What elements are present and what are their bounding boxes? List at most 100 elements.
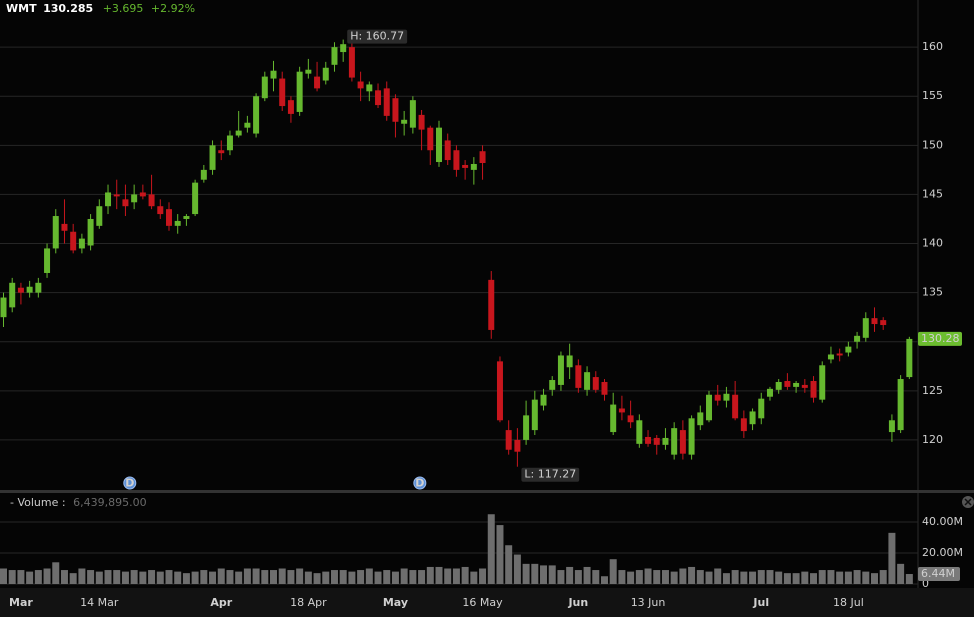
candle-body: [827, 354, 834, 360]
volume-bar: [513, 554, 521, 584]
volume-bar: [661, 570, 669, 584]
candle-body: [479, 151, 486, 164]
candle-body: [383, 88, 390, 116]
volume-bar: [740, 571, 748, 584]
volume-bar: [252, 568, 260, 584]
x-tick-label: 13 Jun: [631, 596, 666, 609]
y-tick-label: 120: [922, 433, 943, 446]
volume-bar: [0, 568, 7, 584]
volume-bar: [391, 571, 399, 584]
volume-bar: [243, 568, 251, 584]
volume-bar: [635, 570, 643, 584]
candle-body: [671, 428, 678, 455]
volume-bar: [121, 571, 129, 584]
candle-body: [775, 381, 782, 390]
dividend-marker: [413, 476, 427, 490]
candle-body: [427, 127, 434, 151]
candle-body: [453, 150, 460, 170]
volume-bar: [879, 570, 887, 584]
volume-bar: [17, 570, 25, 584]
volume-bar: [766, 570, 774, 584]
candle-body: [9, 282, 16, 308]
candle-body: [26, 286, 33, 293]
last-price-badge: [918, 331, 962, 346]
candle-body: [496, 361, 503, 421]
close-x[interactable]: [964, 498, 972, 506]
candle-body: [749, 411, 756, 425]
volume-bar: [278, 568, 286, 584]
volume-tick-label: 0: [922, 577, 929, 590]
candle-body: [165, 209, 172, 226]
volume-bar: [78, 568, 86, 584]
volume-bar: [200, 570, 208, 584]
candle-body: [888, 420, 895, 433]
candle-body: [575, 365, 582, 388]
volume-bar: [322, 571, 330, 584]
volume-bar: [470, 571, 478, 584]
last-price-label: 130.28: [921, 332, 960, 345]
volume-bar: [818, 570, 826, 584]
volume-bar: [452, 568, 460, 584]
volume-bar: [801, 571, 809, 584]
candle-body: [723, 393, 730, 401]
volume-bar: [653, 570, 661, 584]
volume-bar: [792, 573, 800, 584]
volume-bar: [383, 570, 391, 584]
volume-bar: [444, 568, 452, 584]
volume-bar: [43, 568, 51, 584]
volume-bar: [505, 545, 513, 584]
candle-body: [139, 192, 146, 197]
volume-bar: [304, 571, 312, 584]
volume-bar: [627, 571, 635, 584]
volume-bar: [330, 570, 338, 584]
candle-body: [601, 381, 608, 395]
volume-bar: [418, 570, 426, 584]
volume-bar: [705, 571, 713, 584]
x-tick-label: 18 Apr: [290, 596, 327, 609]
candle-body: [906, 338, 913, 378]
volume-bar: [313, 573, 321, 584]
high-label: H: 160.77: [350, 30, 404, 43]
candle-body: [444, 140, 451, 161]
volume-bar: [783, 573, 791, 584]
candle-body: [131, 194, 138, 203]
volume-bar: [113, 570, 121, 584]
volume-bar: [557, 570, 565, 584]
ticker: WMT: [6, 2, 37, 15]
x-tick-label: 16 May: [462, 596, 503, 609]
candle-body: [44, 248, 51, 273]
volume-bar: [26, 571, 34, 584]
volume-bar: [496, 525, 504, 584]
volume-bar: [862, 571, 870, 584]
volume-bar: [209, 571, 217, 584]
close-button[interactable]: [962, 496, 974, 508]
change: +3.695: [103, 2, 144, 15]
volume-tick-label: 20.00M: [922, 546, 963, 559]
volume-bar: [374, 571, 382, 584]
y-tick-label: 150: [922, 138, 943, 151]
candle-body: [235, 130, 242, 136]
candle-body: [61, 223, 68, 231]
high-label-bg: [347, 29, 408, 44]
volume-bar: [871, 573, 878, 584]
candle-body: [697, 412, 704, 426]
candle-body: [366, 84, 373, 92]
volume-bar: [182, 573, 190, 584]
volume-bar: [130, 570, 138, 584]
volume-bar: [261, 570, 269, 584]
candle-body: [557, 355, 564, 385]
volume-bar: [357, 570, 365, 584]
volume-bar: [139, 571, 147, 584]
volume-bar: [810, 573, 818, 584]
candle-body: [793, 382, 800, 387]
candle-body: [636, 420, 643, 444]
candle-body: [531, 399, 538, 431]
y-tick-label: 135: [922, 286, 943, 299]
candle-body: [462, 164, 469, 168]
volume-header: - Volume : 6,439,895.00: [10, 496, 147, 509]
y-tick-label: 160: [922, 40, 943, 53]
candle-body: [96, 206, 103, 226]
volume-bar: [775, 571, 783, 584]
candle-body: [392, 98, 399, 122]
candle-body: [174, 220, 181, 226]
